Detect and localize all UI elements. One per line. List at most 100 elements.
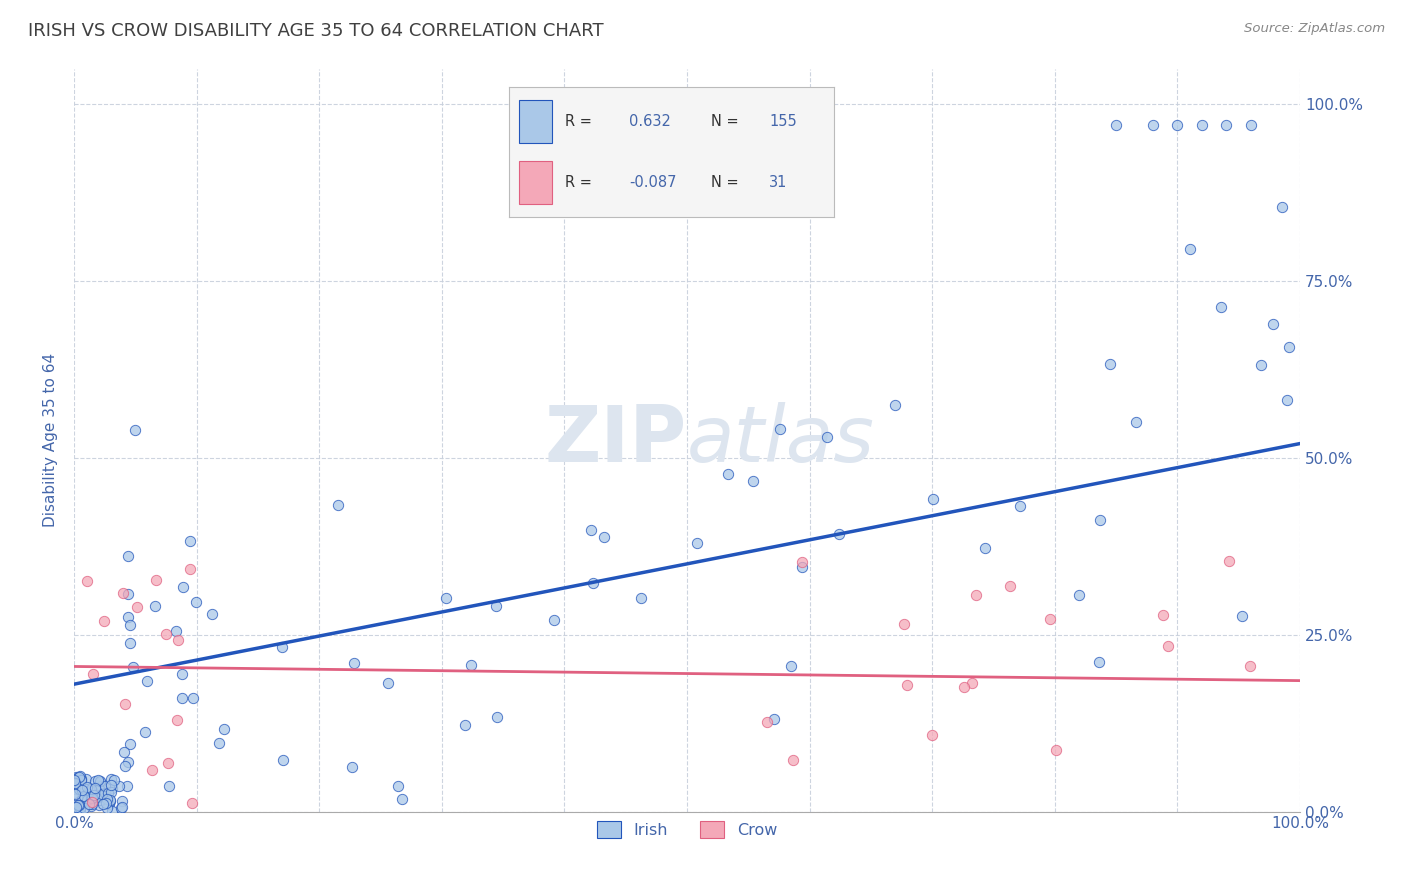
Point [73,800,96,814]
Point [63,778,86,792]
Point [69,804,91,818]
Point [94,786,117,800]
Point [1045,743,1067,757]
Point [114,758,136,772]
Point [208,736,231,750]
Point [91,787,114,801]
Text: ZIP: ZIP [544,402,688,478]
Point [1240,118,1263,132]
Point [170,667,193,681]
Point [1215,118,1237,132]
Point [340,759,363,773]
Point [89,780,111,794]
Point [89,793,111,807]
Point [98,793,121,807]
Point [717,467,740,481]
Point [97,797,120,812]
Point [65,782,87,797]
Point [121,660,143,674]
Point [141,764,163,778]
Point [790,555,813,569]
Point [89,775,111,789]
Point [485,710,508,724]
Point [165,624,187,638]
Point [90,790,112,805]
Point [1218,554,1240,568]
Point [815,430,838,444]
Point [201,607,224,622]
Point [893,617,915,632]
Point [100,778,122,792]
Point [1230,608,1253,623]
Point [66,798,89,813]
Point [686,536,709,550]
Point [792,559,814,574]
Point [65,771,87,785]
Point [167,632,190,647]
Point [1125,415,1147,429]
Point [67,770,90,784]
Point [768,422,790,436]
Point [65,776,87,790]
Point [66,804,89,818]
Point [125,599,148,614]
Point [159,779,181,793]
Point [1261,317,1284,331]
Point [117,549,139,563]
Point [630,591,652,605]
Point [65,787,87,801]
Point [1166,118,1188,132]
Point [896,678,918,692]
Point [118,636,141,650]
Point [63,772,86,787]
Point [73,780,96,795]
Point [94,780,117,794]
Point [100,778,122,792]
Point [1152,608,1174,623]
Point [117,755,139,769]
Point [1039,612,1062,626]
Point [100,780,122,795]
Point [762,712,785,726]
Point [1142,118,1164,132]
Point [965,588,987,602]
Point [179,562,201,576]
Point [111,794,134,808]
Point [343,656,366,670]
Point [114,698,136,712]
Point [93,788,115,802]
Point [96,801,118,815]
Point [742,474,765,488]
Point [73,789,96,803]
Point [1211,300,1233,314]
Point [181,690,204,705]
Point [186,595,208,609]
Point [100,772,122,786]
Point [63,773,86,788]
Point [79,784,101,798]
Point [63,772,86,787]
Point [921,492,943,507]
Point [117,587,139,601]
Point [63,798,86,813]
Point [70,783,93,797]
Point [69,800,91,814]
Point [1178,242,1201,256]
Point [111,799,134,814]
Point [96,796,118,810]
Point [780,658,803,673]
Point [63,772,86,787]
Point [387,779,409,793]
Point [1088,655,1111,669]
Point [67,781,90,796]
Point [86,789,108,804]
Point [117,609,139,624]
Point [90,779,112,793]
Point [124,423,146,437]
Point [136,673,159,688]
Point [952,680,974,694]
Point [157,756,180,771]
Point [1250,358,1272,372]
Point [82,791,104,805]
Point [377,675,399,690]
